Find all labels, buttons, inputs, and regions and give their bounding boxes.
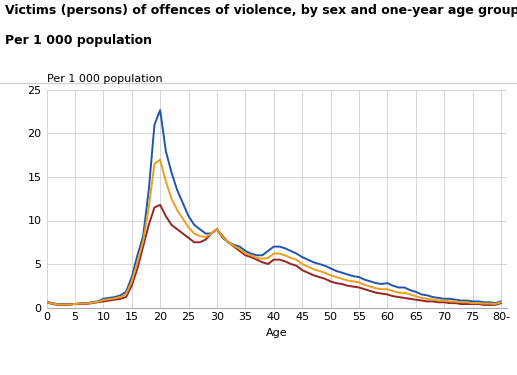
Legend: Male, Female, Both sexes: Male, Female, Both sexes — [131, 374, 422, 375]
Female — [157, 202, 163, 207]
Female — [424, 299, 430, 304]
Male — [447, 297, 453, 301]
Both sexes — [157, 158, 163, 162]
Both sexes — [498, 300, 504, 304]
Both sexes — [55, 302, 61, 307]
Male — [339, 270, 345, 275]
Both sexes — [339, 276, 345, 281]
Line: Male: Male — [47, 110, 501, 304]
Text: Per 1 000 population: Per 1 000 population — [47, 74, 162, 84]
Both sexes — [43, 300, 50, 304]
Both sexes — [390, 289, 396, 293]
Female — [305, 270, 311, 275]
Female — [55, 303, 61, 307]
Female — [390, 294, 396, 298]
Male — [498, 299, 504, 304]
Both sexes — [464, 300, 470, 304]
Male — [424, 293, 430, 298]
Male — [55, 302, 61, 306]
Line: Both sexes: Both sexes — [47, 160, 501, 304]
Female — [43, 300, 50, 304]
Female — [339, 282, 345, 286]
Female — [447, 301, 453, 305]
Line: Female: Female — [47, 205, 501, 305]
Male — [464, 298, 470, 303]
Male — [157, 108, 163, 112]
Both sexes — [447, 299, 453, 304]
X-axis label: Age: Age — [266, 328, 287, 338]
Male — [43, 299, 50, 304]
Text: Victims (persons) of offences of violence, by sex and one-year age group. 2006.: Victims (persons) of offences of violenc… — [5, 4, 517, 17]
Male — [305, 257, 311, 262]
Female — [498, 301, 504, 305]
Text: Per 1 000 population: Per 1 000 population — [5, 34, 152, 47]
Male — [390, 284, 396, 288]
Both sexes — [424, 297, 430, 301]
Both sexes — [305, 264, 311, 269]
Female — [464, 302, 470, 306]
